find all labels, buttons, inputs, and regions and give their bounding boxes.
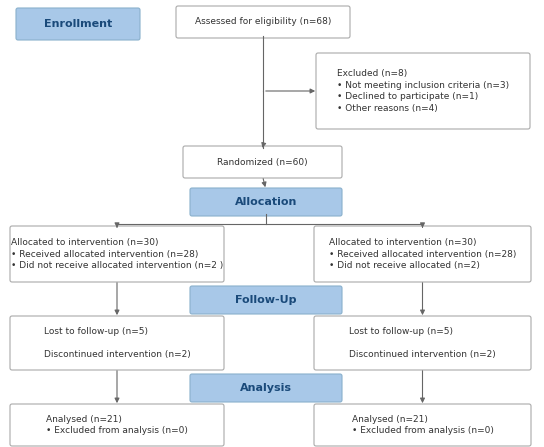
FancyBboxPatch shape	[183, 146, 342, 178]
FancyBboxPatch shape	[314, 226, 531, 282]
Text: Analysis: Analysis	[240, 383, 292, 393]
Text: Enrollment: Enrollment	[44, 19, 112, 29]
Text: Randomized (n=60): Randomized (n=60)	[217, 157, 308, 166]
Text: Analysed (n=21)
• Excluded from analysis (n=0): Analysed (n=21) • Excluded from analysis…	[351, 415, 493, 435]
Text: Follow-Up: Follow-Up	[235, 295, 296, 305]
FancyBboxPatch shape	[314, 404, 531, 446]
FancyBboxPatch shape	[316, 53, 530, 129]
FancyBboxPatch shape	[190, 188, 342, 216]
FancyBboxPatch shape	[190, 286, 342, 314]
FancyBboxPatch shape	[176, 6, 350, 38]
Text: Lost to follow-up (n=5)

Discontinued intervention (n=2): Lost to follow-up (n=5) Discontinued int…	[44, 327, 190, 359]
Text: Allocated to intervention (n=30)
• Received allocated intervention (n=28)
• Did : Allocated to intervention (n=30) • Recei…	[11, 238, 223, 270]
Text: Analysed (n=21)
• Excluded from analysis (n=0): Analysed (n=21) • Excluded from analysis…	[46, 415, 188, 435]
FancyBboxPatch shape	[314, 316, 531, 370]
FancyBboxPatch shape	[190, 374, 342, 402]
Text: Lost to follow-up (n=5)

Discontinued intervention (n=2): Lost to follow-up (n=5) Discontinued int…	[349, 327, 496, 359]
Text: Excluded (n=8)
• Not meeting inclusion criteria (n=3)
• Declined to participate : Excluded (n=8) • Not meeting inclusion c…	[337, 69, 509, 113]
FancyBboxPatch shape	[10, 404, 224, 446]
FancyBboxPatch shape	[10, 226, 224, 282]
Text: Allocation: Allocation	[235, 197, 297, 207]
Text: Assessed for eligibility (n=68): Assessed for eligibility (n=68)	[195, 17, 331, 26]
FancyBboxPatch shape	[16, 8, 140, 40]
FancyBboxPatch shape	[10, 316, 224, 370]
Text: Allocated to intervention (n=30)
• Received allocated intervention (n=28)
• Did : Allocated to intervention (n=30) • Recei…	[329, 238, 516, 270]
